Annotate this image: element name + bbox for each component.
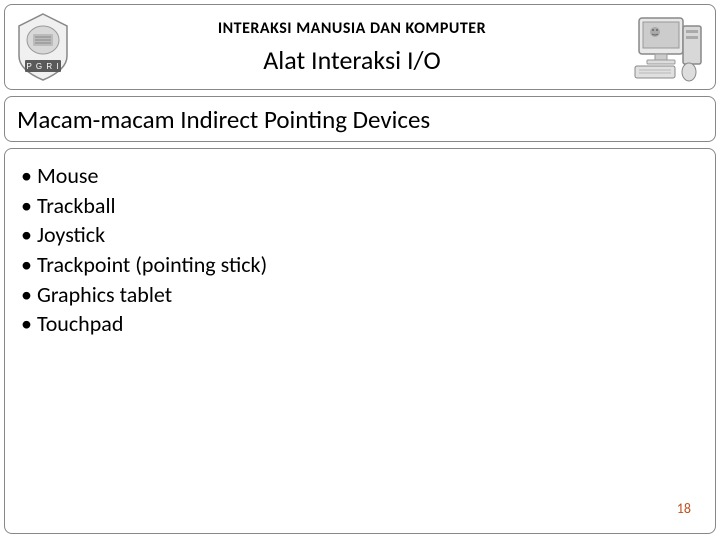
section-title: Macam-macam Indirect Pointing Devices bbox=[17, 104, 430, 135]
list-item: Trackball bbox=[21, 191, 699, 221]
bullet-list: Mouse Trackball Joystick Trackpoint (poi… bbox=[21, 161, 699, 339]
computer-illustration bbox=[631, 10, 707, 84]
header-box: P G R I INTERAKSI MANUSIA DAN KOMPUTER A… bbox=[4, 4, 716, 90]
list-item: Graphics tablet bbox=[21, 280, 699, 310]
subtitle: Alat Interaksi I/O bbox=[263, 44, 441, 76]
logo-banner-text: P G R I bbox=[26, 62, 59, 71]
course-title: INTERAKSI MANUSIA DAN KOMPUTER bbox=[218, 19, 486, 38]
header-text-block: INTERAKSI MANUSIA DAN KOMPUTER Alat Inte… bbox=[83, 19, 621, 76]
content-box: Mouse Trackball Joystick Trackpoint (poi… bbox=[4, 148, 716, 534]
section-title-box: Macam-macam Indirect Pointing Devices bbox=[4, 96, 716, 142]
list-item: Trackpoint (pointing stick) bbox=[21, 250, 699, 280]
list-item: Mouse bbox=[21, 161, 699, 191]
list-item: Joystick bbox=[21, 220, 699, 250]
list-item: Touchpad bbox=[21, 309, 699, 339]
page-number: 18 bbox=[677, 500, 691, 517]
pgri-logo: P G R I bbox=[13, 10, 73, 84]
